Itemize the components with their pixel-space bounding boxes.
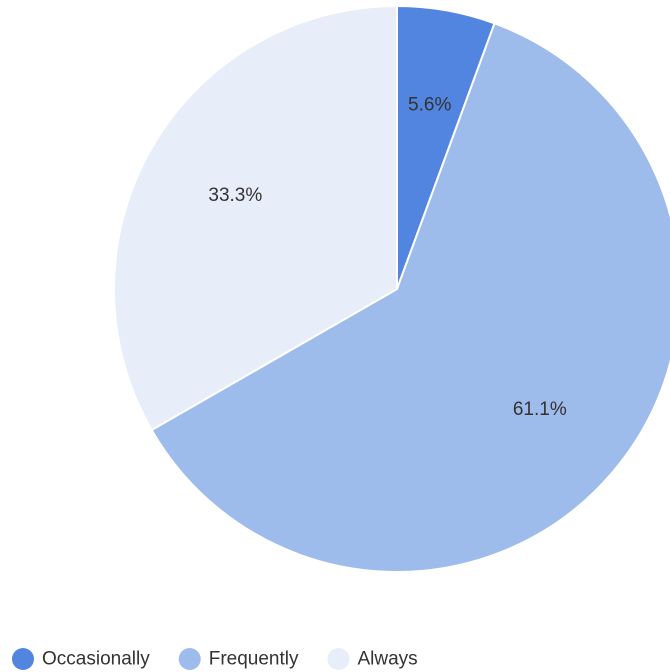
pie-slices	[113, 4, 670, 573]
slice-label-frequently: 61.1%	[513, 399, 567, 420]
slice-label-always: 33.3%	[208, 185, 262, 206]
pie-slice-frequently	[150, 22, 670, 573]
chart-legend: Occasionally Frequently Always	[12, 648, 418, 670]
legend-swatch-always	[327, 648, 350, 670]
legend-swatch-frequently	[178, 648, 201, 670]
pie-percentage-labels: 5.6% 61.1% 33.3%	[208, 95, 566, 420]
legend-label-always: Always	[358, 649, 418, 670]
legend-swatch-occasionally	[12, 648, 34, 670]
slice-label-occasionally: 5.6%	[408, 95, 451, 116]
legend-label-frequently: Frequently	[209, 649, 299, 670]
legend-label-occasionally: Occasionally	[42, 649, 150, 670]
pie-slice-always	[113, 4, 398, 432]
